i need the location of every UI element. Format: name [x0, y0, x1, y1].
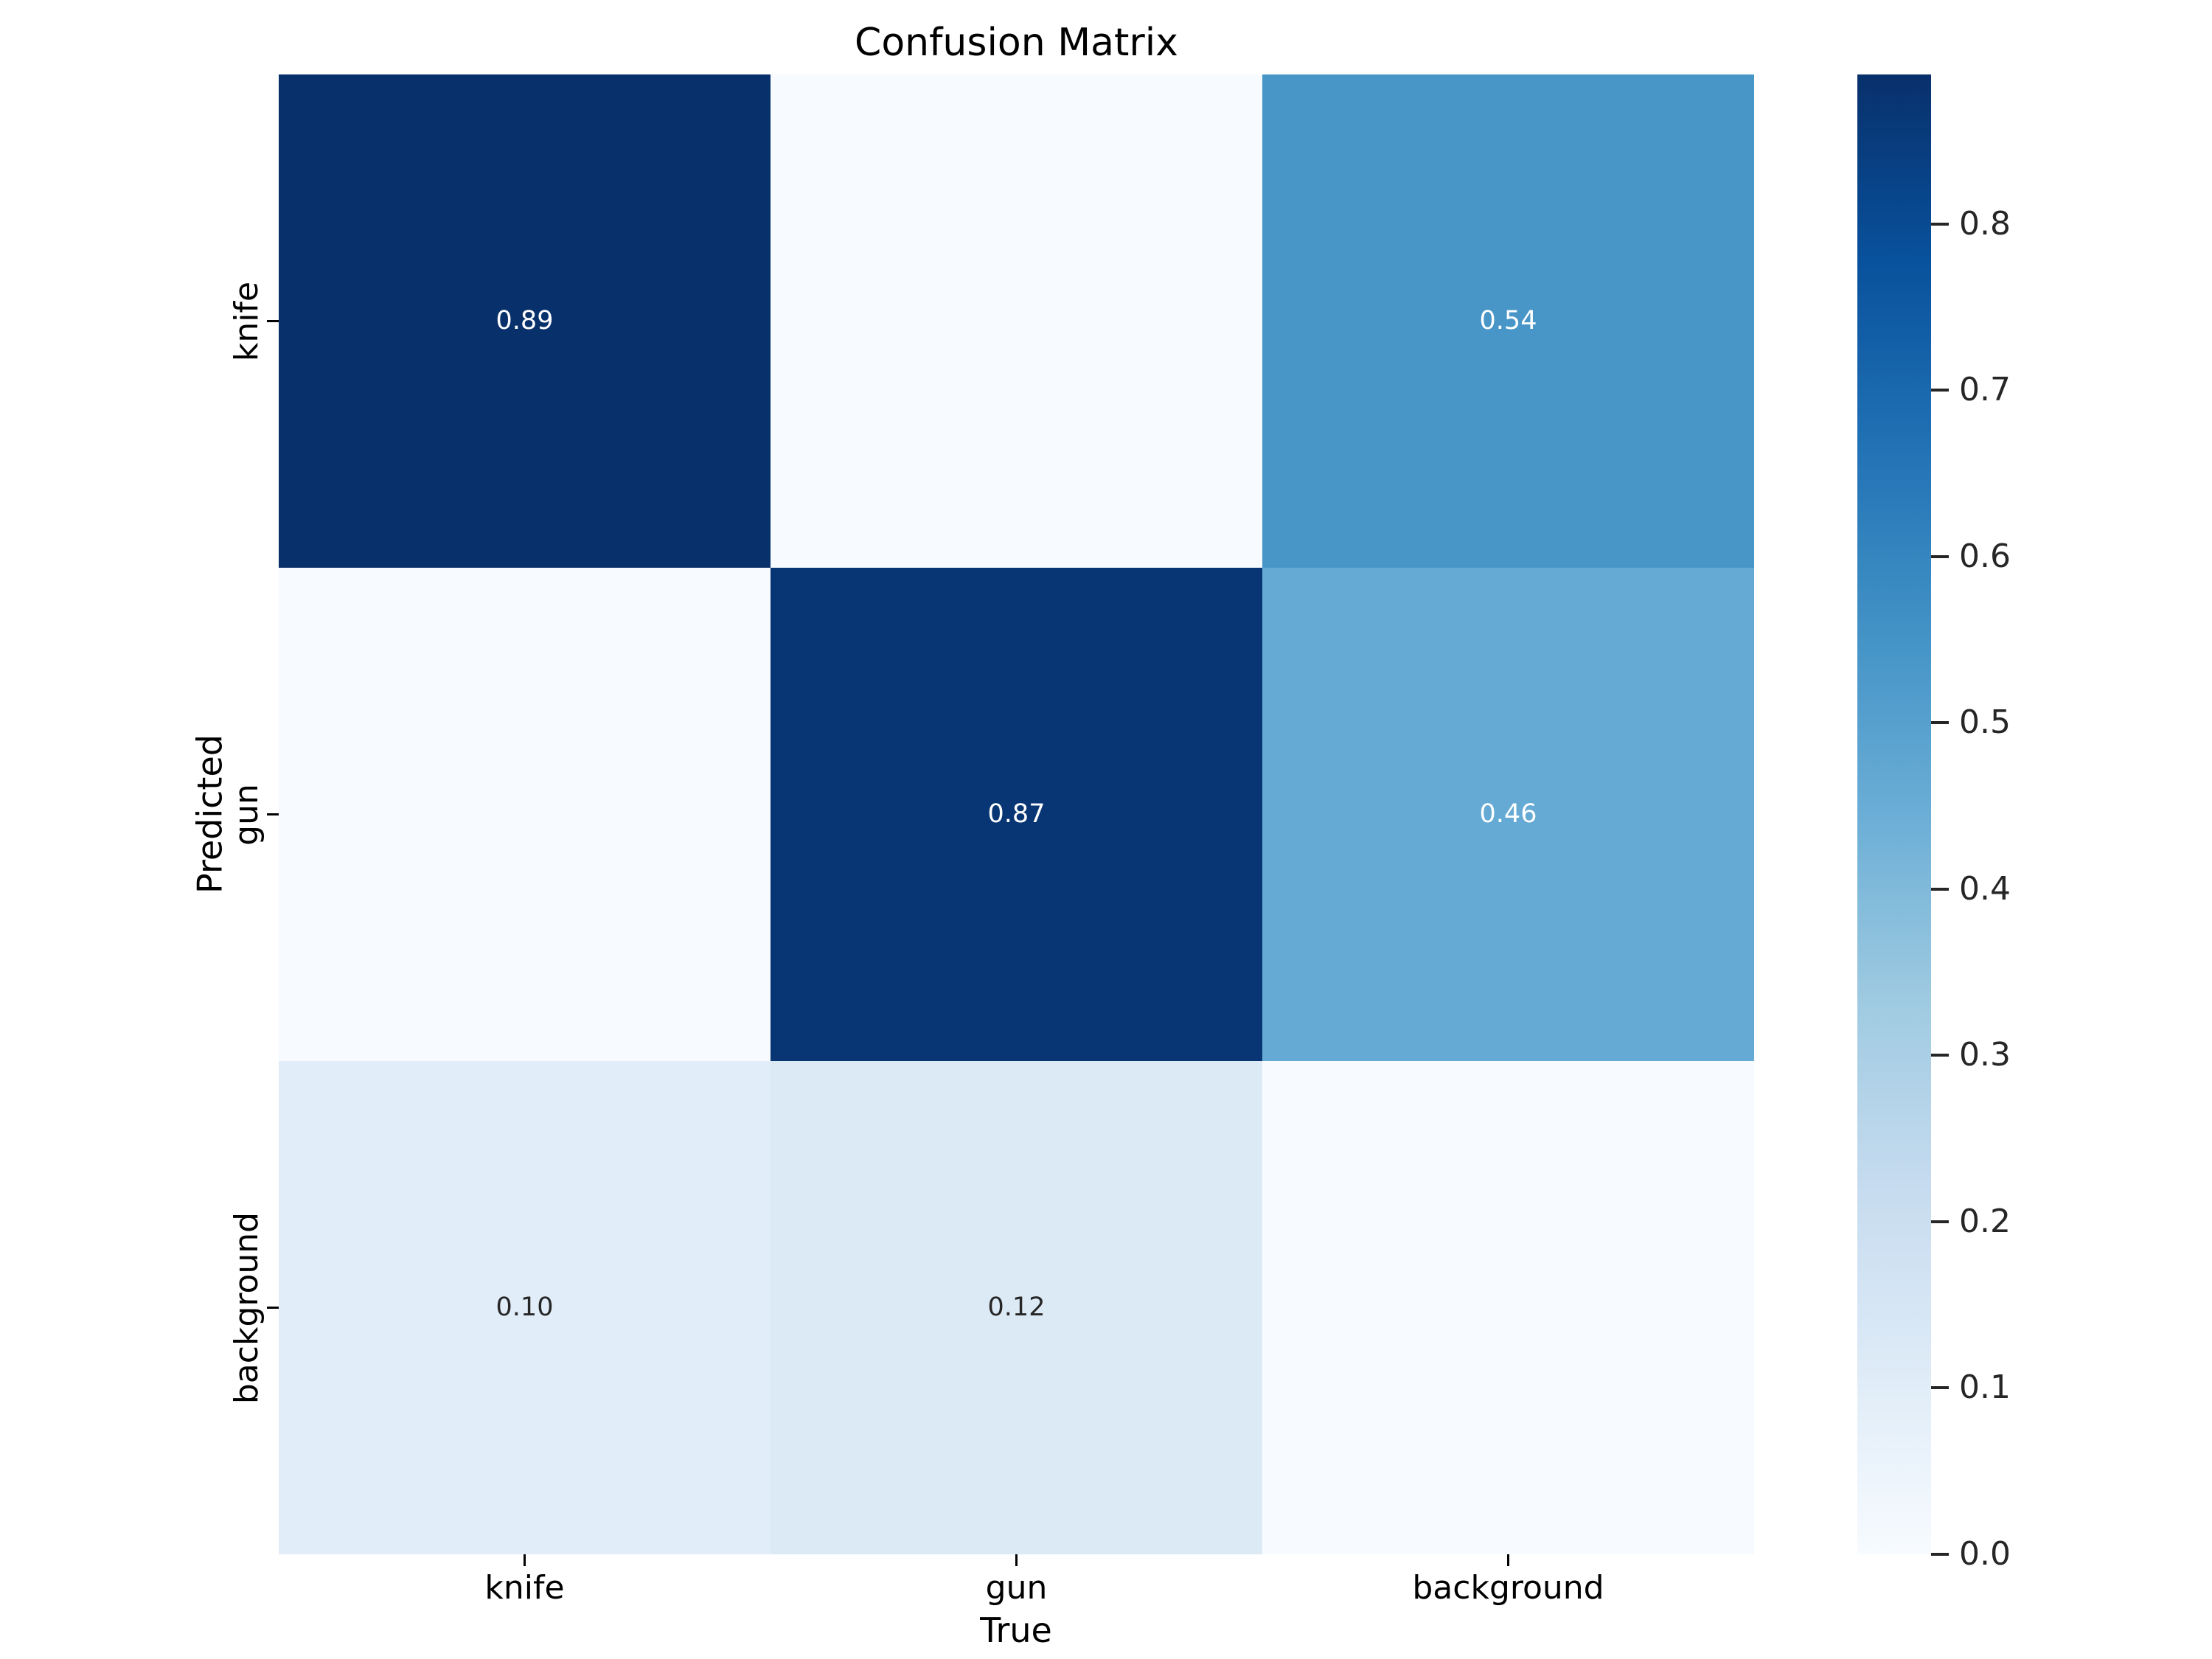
heatmap-cell-gun-gun: 0.87	[771, 568, 1262, 1061]
heatmap-cell-knife-knife: 0.89	[279, 74, 771, 568]
x-tick-mark	[1015, 1554, 1018, 1566]
colorbar-tick-mark	[1931, 721, 1949, 725]
colorbar	[1857, 74, 1931, 1554]
y-tick-mark	[267, 320, 279, 322]
colorbar-tick-label-0.6: 0.6	[1959, 537, 2011, 575]
cell-value: 0.87	[987, 799, 1046, 829]
colorbar-tick-mark	[1931, 1553, 1949, 1556]
colorbar-tick-label-0.1: 0.1	[1959, 1368, 2011, 1407]
colorbar-tick-mark	[1931, 887, 1949, 891]
cell-value: 0.12	[987, 1293, 1046, 1322]
colorbar-tick-label-0.8: 0.8	[1959, 204, 2011, 243]
x-tick-mark	[1507, 1554, 1509, 1566]
y-tick-label-background: background	[227, 1211, 265, 1404]
colorbar-tick-label-0.2: 0.2	[1959, 1202, 2011, 1240]
y-axis-title: Predicted	[189, 734, 230, 894]
colorbar-tick-mark	[1931, 554, 1949, 558]
cell-value: 0.89	[495, 306, 554, 335]
colorbar-tick-mark	[1931, 389, 1949, 392]
x-tick-label-knife: knife	[484, 1569, 565, 1607]
cell-value: 0.54	[1479, 306, 1537, 335]
x-tick-label-gun: gun	[985, 1569, 1048, 1607]
heatmap-cell-knife-background: 0.54	[1262, 74, 1754, 568]
colorbar-tick-label-0.5: 0.5	[1959, 703, 2011, 742]
colorbar-tick-label-0.0: 0.0	[1959, 1535, 2011, 1573]
heatmap-cell-knife-gun	[771, 74, 1262, 568]
x-tick-mark	[524, 1554, 526, 1566]
heatmap-grid: 0.89 0.54 0.87 0.46 0.10 0.12	[279, 74, 1754, 1554]
colorbar-tick-mark	[1931, 1386, 1949, 1390]
colorbar-tick-label-0.4: 0.4	[1959, 869, 2011, 908]
heatmap-cell-gun-knife	[279, 568, 771, 1061]
cell-value: 0.10	[495, 1293, 554, 1322]
y-tick-mark	[267, 813, 279, 815]
heatmap-cell-gun-background: 0.46	[1262, 568, 1754, 1061]
colorbar-tick-mark	[1931, 1220, 1949, 1223]
y-tick-mark	[267, 1307, 279, 1309]
x-axis-title: True	[980, 1610, 1052, 1650]
colorbar-tick-mark	[1931, 1054, 1949, 1057]
heatmap-cell-background-gun: 0.12	[771, 1061, 1262, 1554]
chart-title: Confusion Matrix	[855, 21, 1178, 65]
colorbar-tick-label-0.7: 0.7	[1959, 371, 2011, 409]
heatmap-cell-background-background	[1262, 1061, 1754, 1554]
heatmap-cell-background-knife: 0.10	[279, 1061, 771, 1554]
colorbar-tick-label-0.3: 0.3	[1959, 1036, 2011, 1074]
x-tick-label-background: background	[1412, 1569, 1604, 1607]
cell-value: 0.46	[1479, 799, 1537, 829]
y-tick-label-knife: knife	[227, 281, 265, 361]
y-tick-label-gun: gun	[227, 783, 265, 846]
colorbar-tick-mark	[1931, 222, 1949, 226]
